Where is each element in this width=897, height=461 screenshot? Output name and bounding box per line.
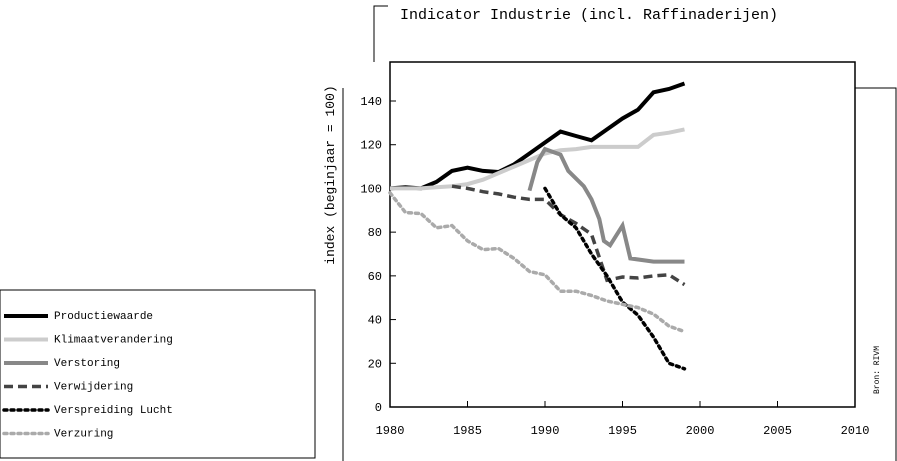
y-tick-label: 0 — [375, 401, 382, 415]
y-tick-label: 60 — [368, 270, 382, 284]
legend-label: Productiewaarde — [54, 311, 153, 323]
y-tick-label: 40 — [368, 314, 382, 328]
series-line — [451, 184, 686, 287]
title-bracket — [373, 5, 388, 62]
chart-title: Indicator Industrie (incl. Raffinaderije… — [400, 7, 778, 24]
series-line — [527, 146, 685, 264]
y-axis-label: index (beginjaar = 100) — [323, 85, 338, 264]
legend-label: Verzuring — [54, 428, 113, 440]
series-line — [388, 191, 687, 334]
series-line — [390, 127, 685, 191]
x-tick-label: 1990 — [531, 424, 560, 438]
x-tick-label: 1985 — [453, 424, 482, 438]
legend-label: Verstoring — [54, 358, 120, 370]
y-tick-label: 140 — [360, 95, 382, 109]
x-tick-label: 2000 — [686, 424, 715, 438]
legend-label: Klimaatverandering — [54, 334, 173, 346]
legend-label: Verspreiding Lucht — [54, 405, 173, 417]
series-line — [389, 81, 686, 191]
source: Bron: RIVM — [873, 346, 882, 394]
y-tick-label: 80 — [368, 226, 382, 240]
y-tick-label: 20 — [368, 357, 382, 371]
x-tick-label: 1980 — [376, 424, 405, 438]
y-tick-label: 120 — [360, 139, 382, 153]
series-line — [543, 186, 687, 371]
x-tick-label: 1995 — [608, 424, 637, 438]
plot-area — [389, 61, 856, 408]
y-tick-label: 100 — [360, 182, 382, 196]
x-tick-label: 2005 — [763, 424, 792, 438]
x-tick-label: 2010 — [841, 424, 870, 438]
legend-label: Verwijdering — [54, 381, 133, 393]
legend — [0, 289, 316, 459]
frame — [342, 87, 897, 461]
